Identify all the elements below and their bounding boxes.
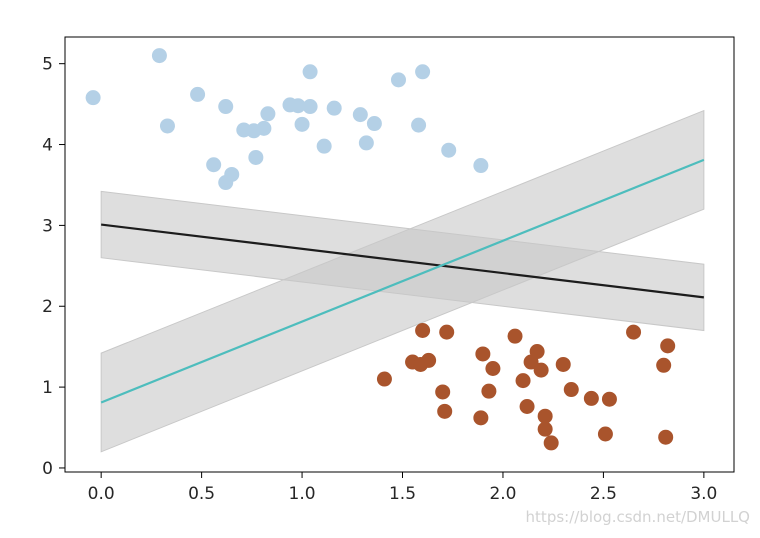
scatter-point-1-7 (439, 324, 455, 340)
fit-line-3 (100, 158, 705, 404)
fit-line-2 (101, 223, 704, 299)
scatter-points (85, 48, 676, 451)
x-tick-label: 0.0 (88, 484, 115, 504)
y-axis-ticks: 0 1 2 3 4 5 (42, 55, 65, 479)
scatter-point-0-27 (473, 158, 489, 174)
scatter-point-1-17 (533, 362, 549, 378)
scatter-point-1-8 (473, 410, 489, 426)
scatter-point-0-11 (256, 120, 272, 136)
watermark: https://blog.csdn.net/DMULLQ (525, 508, 750, 526)
scatter-point-1-9 (475, 346, 491, 362)
y-tick-label: 3 (42, 216, 53, 236)
scatter-point-1-3 (415, 323, 431, 339)
x-tick-label: 1.0 (289, 484, 316, 504)
y-tick-label: 5 (42, 55, 53, 75)
scatter-point-0-20 (352, 107, 368, 123)
scatter-point-0-22 (366, 116, 382, 132)
scatter-point-1-10 (481, 383, 497, 399)
scatter-point-0-4 (206, 157, 222, 173)
scatter-point-0-24 (411, 117, 427, 133)
scatter-point-1-19 (537, 421, 553, 437)
scatter-point-1-6 (437, 403, 453, 419)
y-tick-label: 1 (42, 378, 53, 398)
plot-frame (64, 36, 735, 473)
scatter-point-0-14 (290, 98, 306, 114)
scatter-point-1-16 (529, 344, 545, 360)
scatter-point-1-5 (435, 384, 451, 400)
x-tick-label: 0.5 (188, 484, 215, 504)
y-tick-label: 4 (42, 136, 53, 156)
scatter-point-1-13 (515, 373, 531, 389)
scatter-point-0-2 (159, 118, 175, 134)
scatter-point-1-28 (658, 429, 674, 445)
scatter-point-1-0 (376, 371, 392, 387)
scatter-point-0-25 (415, 64, 431, 80)
scatter-point-0-12 (260, 106, 276, 122)
scatter-point-0-21 (358, 135, 374, 151)
y-tick-label: 0 (42, 459, 53, 479)
scatter-point-0-19 (326, 100, 342, 116)
scatter-point-0-15 (294, 116, 310, 132)
x-tick-label: 1.5 (389, 484, 416, 504)
scatter-point-0-0 (85, 90, 101, 106)
scatter-point-1-27 (656, 357, 672, 373)
scatter-point-0-26 (441, 142, 457, 158)
scatter-point-1-21 (555, 356, 571, 372)
scatter-point-1-23 (583, 390, 599, 406)
scatter-point-0-10 (248, 149, 264, 165)
fit-lines (100, 158, 705, 404)
x-tick-label: 3.0 (690, 484, 717, 504)
scatter-point-1-29 (660, 338, 676, 354)
y-tick-label: 2 (42, 297, 53, 317)
scatter-point-1-22 (563, 382, 579, 398)
scatter-point-1-26 (626, 324, 642, 340)
scatter-point-1-18 (537, 408, 553, 424)
scatter-point-0-5 (218, 99, 234, 115)
scatter-point-0-1 (151, 48, 167, 64)
scatter-point-0-3 (190, 86, 206, 102)
scatter-point-1-20 (543, 435, 559, 451)
scatter-point-0-7 (224, 166, 240, 182)
scatter-point-1-4 (421, 352, 437, 368)
scatter-point-0-23 (390, 72, 406, 88)
x-axis-ticks: 0.0 0.5 1.0 1.5 2.0 2.5 3.0 (88, 472, 717, 504)
scatter-point-1-24 (597, 426, 613, 442)
scatter-point-0-17 (302, 99, 318, 115)
scatter-point-1-12 (507, 328, 523, 344)
scatter-point-1-25 (601, 391, 617, 407)
scatter-point-1-11 (485, 361, 501, 377)
scatter-point-1-14 (519, 399, 535, 415)
x-tick-label: 2.5 (590, 484, 617, 504)
scatter-point-0-16 (302, 64, 318, 80)
scatter-point-0-18 (316, 138, 332, 154)
x-tick-label: 2.0 (489, 484, 516, 504)
